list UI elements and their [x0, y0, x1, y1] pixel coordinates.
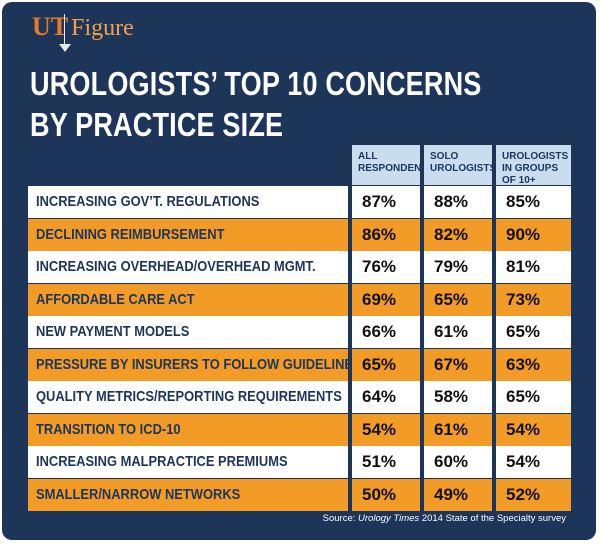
value-cell: 52% — [496, 478, 571, 511]
row-label: NEW PAYMENT MODELS — [28, 316, 348, 348]
arrow-down-icon — [59, 44, 71, 52]
brand-ut: UT — [32, 12, 69, 41]
value-cell: 76% — [352, 251, 420, 283]
table-row: INCREASING OVERHEAD/OVERHEAD MGMT. 76% 79%… — [28, 251, 571, 283]
row-label-text: DECLINING REIMBURSEMENT — [36, 225, 225, 243]
row-label: QUALITY METRICS/REPORTING REQUIREMENTS — [28, 381, 348, 413]
row-label: SMALLER/NARROW NETWORKS — [28, 478, 348, 511]
table-row: DECLINING REIMBURSEMENT 86% 82% 90% — [28, 218, 571, 251]
value-cell: 54% — [352, 413, 420, 446]
value-cell: 54% — [496, 446, 571, 478]
title-line-1: UROLOGISTS’ TOP 10 CONCERNS — [30, 65, 482, 102]
row-label-text: INCREASING MALPRACTICE PREMIUMS — [36, 453, 288, 470]
brand-logo: UT Figure — [32, 12, 134, 42]
column-header-solo: SOLO UROLOGISTS — [424, 145, 496, 185]
value-cell: 88% — [424, 186, 492, 218]
table-row: QUALITY METRICS/REPORTING REQUIREMENTS 64… — [28, 381, 571, 413]
value-cell: 63% — [496, 348, 571, 381]
row-label: INCREASING MALPRACTICE PREMIUMS — [28, 446, 348, 478]
table-row: PRESSURE BY INSURERS TO FOLLOW GUIDELINE… — [28, 348, 571, 381]
row-label-text: AFFORDABLE CARE ACT — [36, 290, 195, 308]
value-cell: 60% — [424, 446, 492, 478]
value-cell: 65% — [352, 348, 420, 381]
value-cell: 87% — [352, 186, 420, 218]
source-suffix: 2014 State of the Specialty survey — [419, 513, 566, 524]
table-row: AFFORDABLE CARE ACT 69% 65% 73% — [28, 283, 571, 316]
brand-divider — [64, 14, 65, 50]
row-label-text: NEW PAYMENT MODELS — [36, 323, 190, 340]
value-cell: 82% — [424, 218, 492, 251]
column-header-all: ALL RESPONDENTS — [352, 145, 434, 185]
row-label: INCREASING GOV’T. REGULATIONS — [28, 186, 348, 218]
value-cell: 58% — [424, 381, 492, 413]
value-cell: 73% — [496, 283, 571, 316]
value-cell: 85% — [496, 186, 571, 218]
chart-title: UROLOGISTS’ TOP 10 CONCERNS BY PRACTICE … — [30, 63, 482, 145]
value-cell: 90% — [496, 218, 571, 251]
table-row: TRANSITION TO ICD-10 54% 61% 54% — [28, 413, 571, 446]
row-label-text: PRESSURE BY INSURERS TO FOLLOW GUIDELINE… — [36, 355, 362, 373]
value-cell: 65% — [496, 381, 571, 413]
value-cell: 61% — [424, 316, 492, 348]
source-note: Source: Urology Times 2014 State of the … — [323, 513, 566, 524]
value-cell: 64% — [352, 381, 420, 413]
value-cell: 67% — [424, 348, 492, 381]
table-row: NEW PAYMENT MODELS 66% 61% 65% — [28, 316, 571, 348]
table-row: INCREASING GOV’T. REGULATIONS 87% 88% 85% — [28, 186, 571, 218]
title-line-2: BY PRACTICE SIZE — [30, 106, 284, 143]
value-cell: 66% — [352, 316, 420, 348]
table-row: SMALLER/NARROW NETWORKS 50% 49% 52% — [28, 478, 571, 511]
column-header-groups: UROLOGISTS IN GROUPS OF 10+ — [496, 145, 571, 186]
source-publication: Urology Times — [358, 513, 420, 524]
value-cell: 86% — [352, 218, 420, 251]
table-row: INCREASING MALPRACTICE PREMIUMS 51% 60% 54% — [28, 446, 571, 478]
value-cell: 50% — [352, 478, 420, 511]
brand-figure: Figure — [71, 15, 134, 41]
value-cell: 81% — [496, 251, 571, 283]
row-label: TRANSITION TO ICD-10 — [28, 413, 348, 446]
value-cell: 69% — [352, 283, 420, 316]
value-cell: 51% — [352, 446, 420, 478]
row-label-text: QUALITY METRICS/REPORTING REQUIREMENTS — [36, 388, 342, 405]
row-label-text: INCREASING GOV’T. REGULATIONS — [36, 193, 260, 210]
row-label-text: TRANSITION TO ICD-10 — [36, 420, 181, 438]
row-label: INCREASING OVERHEAD/OVERHEAD MGMT. — [28, 251, 348, 283]
row-label-text: INCREASING OVERHEAD/OVERHEAD MGMT. — [36, 258, 316, 275]
row-label: AFFORDABLE CARE ACT — [28, 283, 348, 316]
row-label: DECLINING REIMBURSEMENT — [28, 218, 348, 251]
row-label: PRESSURE BY INSURERS TO FOLLOW GUIDELINE… — [28, 348, 362, 381]
value-cell: 79% — [424, 251, 492, 283]
row-label-text: SMALLER/NARROW NETWORKS — [36, 485, 241, 503]
value-cell: 61% — [424, 413, 492, 446]
value-cell: 65% — [496, 316, 571, 348]
source-prefix: Source: — [322, 513, 359, 524]
value-cell: 49% — [424, 478, 492, 511]
value-cell: 65% — [424, 283, 492, 316]
value-cell: 54% — [496, 413, 571, 446]
